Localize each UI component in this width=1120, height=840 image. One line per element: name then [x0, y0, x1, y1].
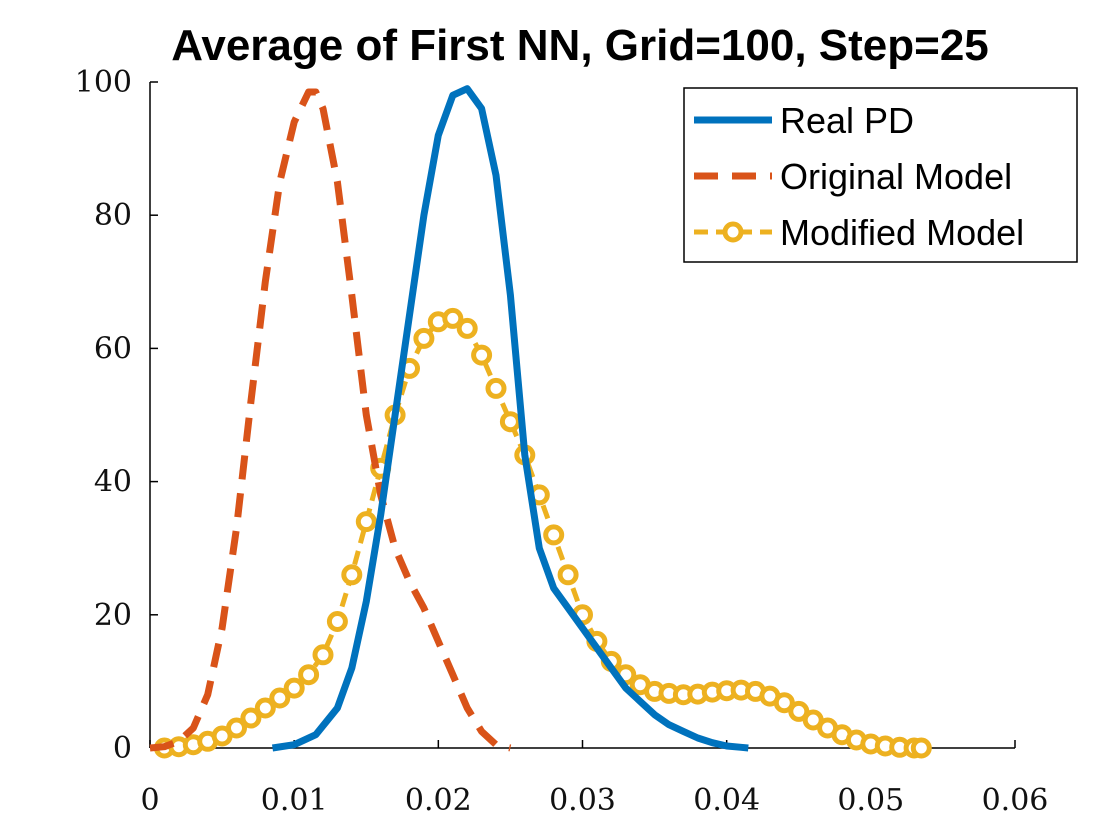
series-point-modified-model — [283, 677, 305, 699]
series-point-modified-model — [226, 717, 247, 739]
x-tick-label: 0.06 — [982, 783, 1049, 818]
x-tick-label: 0 — [140, 783, 159, 818]
y-tick-label: 100 — [75, 65, 132, 100]
series-point-modified-model — [240, 707, 262, 729]
legend-marker-modified-model — [722, 221, 744, 243]
legend-label-modified-model: Modified Model — [780, 212, 1024, 253]
chart-title: Average of First NN, Grid=100, Step=25 — [171, 21, 989, 70]
x-tick-label: 0.03 — [549, 783, 616, 818]
series-point-modified-model — [413, 327, 435, 349]
series-point-modified-model — [254, 697, 276, 719]
series-line-modified-model — [164, 315, 922, 751]
series-point-modified-model — [312, 644, 334, 666]
series-point-modified-model — [485, 377, 507, 399]
series-point-modified-model — [456, 317, 478, 339]
series-point-modified-model — [788, 700, 810, 722]
x-tick-label: 0.02 — [405, 783, 472, 818]
y-tick-label: 20 — [94, 598, 132, 633]
y-tick-label: 60 — [94, 331, 132, 366]
x-tick-label: 0.05 — [837, 783, 904, 818]
series-point-modified-model — [269, 687, 291, 709]
series-point-modified-model — [543, 524, 565, 546]
series-point-modified-model — [442, 307, 464, 329]
x-axis-ticks: 0 0.01 0.02 0.03 0.04 0.05 0.06 — [140, 740, 1048, 818]
series-point-modified-model — [499, 411, 521, 433]
series-point-modified-model — [910, 737, 932, 759]
series-point-modified-model — [773, 692, 795, 714]
series-line-original-model — [149, 88, 512, 752]
series-point-modified-model — [326, 611, 348, 632]
y-tick-label: 0 — [113, 731, 132, 766]
legend-label-original-model: Original Model — [780, 156, 1012, 197]
legend-label-real-pd: Real PD — [780, 100, 914, 141]
legend: Real PD Original Model Modified Model — [683, 87, 1078, 263]
series-point-modified-model — [471, 344, 493, 366]
series-line-real-pd — [271, 85, 749, 752]
series-point-modified-model — [557, 564, 579, 586]
series-layer — [149, 85, 932, 759]
x-tick-label: 0.01 — [261, 783, 328, 818]
series-point-modified-model — [355, 511, 377, 533]
x-tick-label: 0.04 — [693, 783, 760, 818]
series-point-modified-model — [341, 564, 363, 586]
series-point-modified-model — [298, 664, 320, 686]
y-tick-label: 40 — [94, 465, 132, 500]
y-axis-ticks: 0 20 40 60 80 100 — [75, 65, 158, 766]
y-tick-label: 80 — [94, 198, 132, 233]
